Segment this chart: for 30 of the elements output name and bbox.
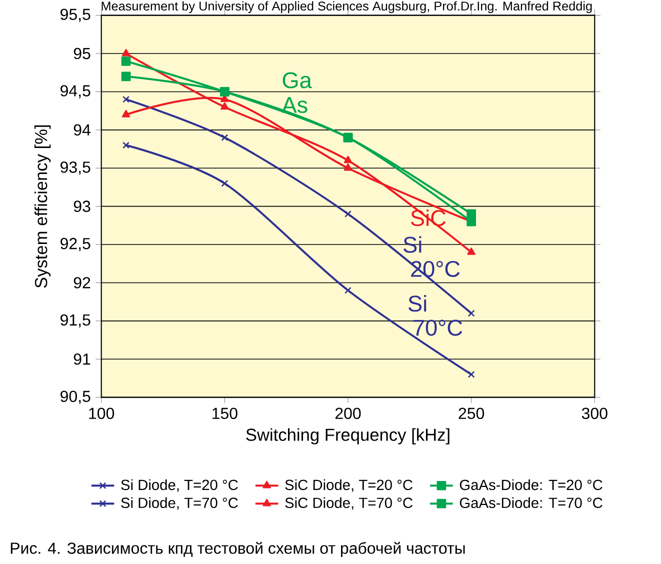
annotation: Ga <box>282 72 312 88</box>
y-tick-label: 94,5 <box>60 85 90 98</box>
y-axis-title: System efficiency [%] <box>34 125 51 288</box>
x-tick-label: 250 <box>458 408 484 420</box>
y-tick-label: 92 <box>74 277 90 288</box>
y-tick-label: 90,5 <box>60 390 90 404</box>
y-tick-label: 91 <box>74 353 90 365</box>
y-tick-label: 95 <box>74 48 90 60</box>
legend-label: SiC Diode, T=20 °C <box>285 479 413 492</box>
text: Measurement by University of Applied Sciences Augsburg, Prof.Dr.Ing. Manfred Reddig <box>102 1 592 14</box>
y-tick-label: 91,5 <box>60 314 90 328</box>
x-tick-label: 150 <box>212 408 238 420</box>
x-axis-title: Switching Frequency [kHz] <box>246 428 450 444</box>
legend-label: SiC Diode, T=70 °C <box>285 497 413 510</box>
annotation: Si <box>408 295 426 312</box>
x-tick-label: 200 <box>335 408 361 420</box>
y-tick-label: 93 <box>74 200 90 212</box>
x-tick-label: 100 <box>89 408 114 420</box>
legend-label: Si Diode, T=70 °C <box>121 497 238 510</box>
y-tick-label: 94 <box>74 124 90 136</box>
annotation: 70°C <box>414 320 462 336</box>
y-tick-label: 95,5 <box>60 8 90 22</box>
x-tick-label: 300 <box>582 408 608 420</box>
y-tick-label: 92,5 <box>60 238 90 252</box>
y-tick-label: 93,5 <box>60 162 90 175</box>
legend-label: GaAs-Diode: T=70 °C <box>460 497 602 508</box>
text: Рис. 4. Зависимость кпд тестовой схемы от рабочей частоты <box>10 542 465 558</box>
legend-label: GaAs-Diode: T=20 °C <box>460 479 602 490</box>
annotation: As <box>282 97 308 114</box>
legend-label: Si Diode, T=20 °C <box>121 479 238 492</box>
